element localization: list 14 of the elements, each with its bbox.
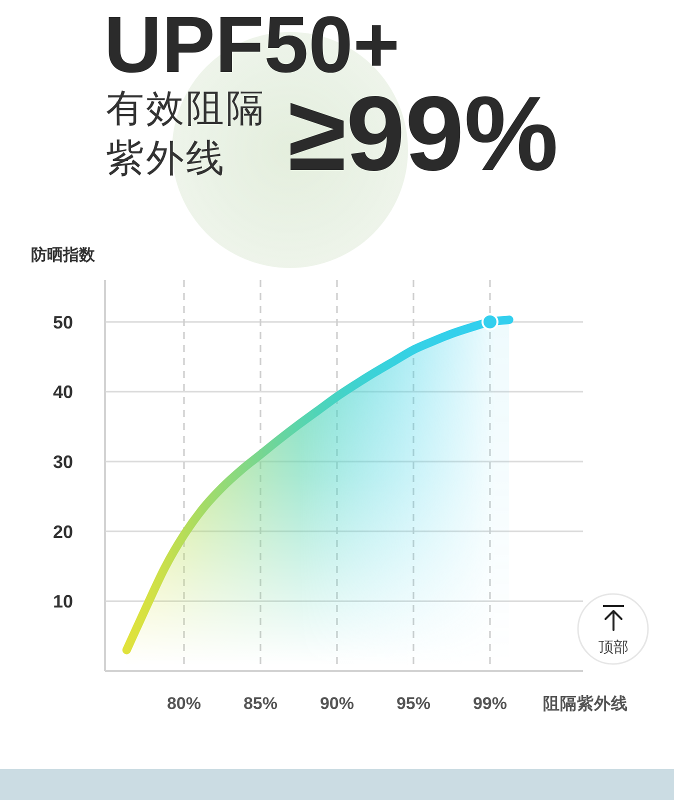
y-tick-label: 10: [52, 592, 74, 612]
x-tick-label: 90%: [320, 694, 354, 713]
chart-subtitle: 有效阻隔紫外线: [106, 87, 267, 182]
x-tick-label: 95%: [396, 694, 430, 713]
x-tick-label: 80%: [166, 694, 202, 713]
y-tick-label: 50: [52, 312, 74, 332]
x-tick-label: 85%: [243, 694, 278, 713]
x-axis-title: 阻隔紫外线: [543, 694, 628, 713]
text: 顶部: [598, 639, 628, 656]
x-tick-label: 99%: [472, 694, 507, 713]
y-tick-label: 30: [52, 452, 74, 472]
y-axis-title: 防晒指数: [31, 246, 96, 264]
y-tick-label: 40: [52, 382, 74, 402]
y-tick-label: 20: [52, 522, 74, 542]
